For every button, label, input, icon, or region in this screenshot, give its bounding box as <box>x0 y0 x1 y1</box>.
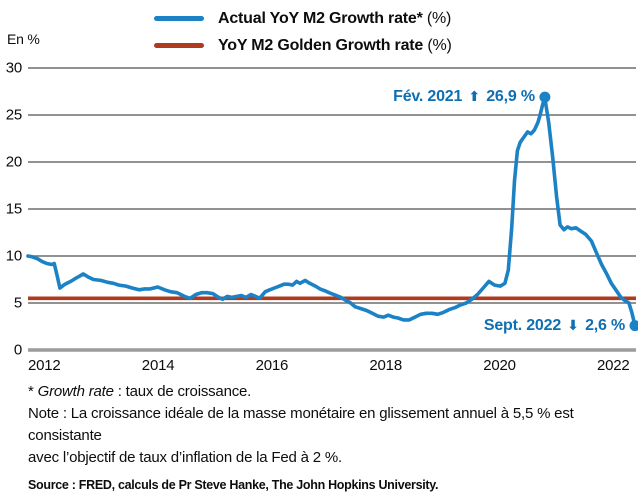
chart-canvas: Actual YoY M2 Growth rate* (%) YoY M2 Go… <box>0 0 638 468</box>
source-line: Source : FRED, calculs de Pr Steve Hanke… <box>28 474 632 496</box>
actual-growth-line <box>28 97 635 326</box>
x-tick-label-2016: 2016 <box>256 357 289 374</box>
x-tick-label-2020: 2020 <box>483 357 516 374</box>
y-tick-label-25: 25 <box>0 107 22 124</box>
y-tick-label-10: 10 <box>0 248 22 265</box>
y-tick-label-15: 15 <box>0 201 22 218</box>
footnote-asterisk-italic: Growth rate <box>38 383 114 400</box>
y-tick-label-30: 30 <box>0 60 22 77</box>
y-tick-label-20: 20 <box>0 154 22 171</box>
annotation-peak-value: 26,9 % <box>486 88 535 105</box>
annotation-end-date: Sept. 2022 <box>484 317 561 334</box>
annotation-peak-feb-2021: Fév. 2021 ⬆ 26,9 % <box>393 88 535 106</box>
footnote-asterisk-prefix: * <box>28 383 38 400</box>
y-tick-label-0: 0 <box>0 342 22 359</box>
arrow-down-icon: ⬇ <box>565 318 581 334</box>
footnotes-block: * Growth rate : taux de croissance. Note… <box>28 381 632 496</box>
arrow-up-icon: ⬆ <box>466 89 482 105</box>
footnote-asterisk: * Growth rate : taux de croissance. <box>28 381 632 403</box>
x-tick-label-2014: 2014 <box>142 357 175 374</box>
footnote-note-line2: avec l’objectif de taux d’inflation de l… <box>28 447 632 469</box>
y-tick-label-5: 5 <box>0 295 22 312</box>
marker-dot-peak <box>539 92 550 103</box>
annotation-end-sept-2022: Sept. 2022 ⬇ 2,6 % <box>484 317 625 335</box>
x-tick-label-2018: 2018 <box>369 357 402 374</box>
marker-dot-end <box>630 320 638 331</box>
x-tick-label-2012: 2012 <box>28 357 61 374</box>
annotation-peak-date: Fév. 2021 <box>393 88 462 105</box>
x-tick-label-2022: 2022 <box>597 357 630 374</box>
footnote-note-line1: Note : La croissance idéale de la masse … <box>28 403 632 447</box>
footnote-asterisk-rest: : taux de croissance. <box>114 383 251 400</box>
annotation-end-value: 2,6 % <box>585 317 625 334</box>
